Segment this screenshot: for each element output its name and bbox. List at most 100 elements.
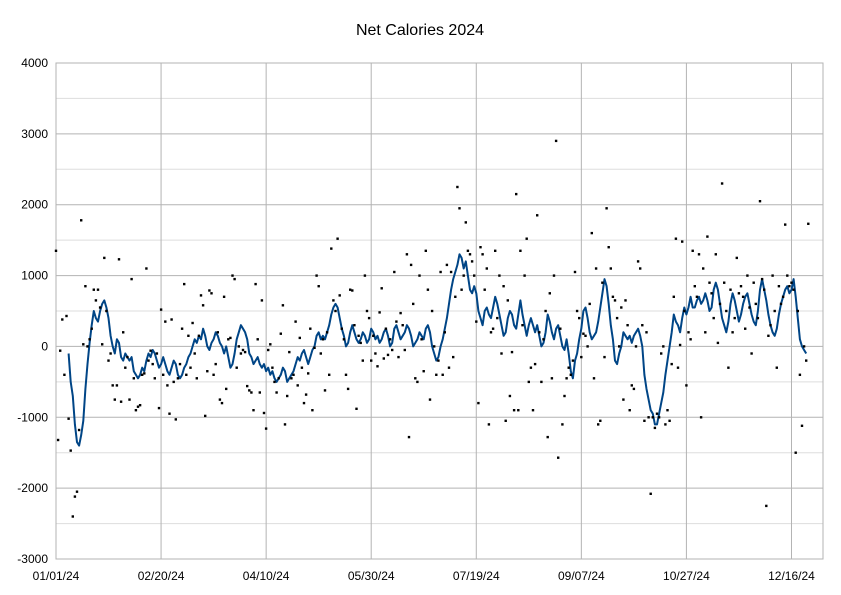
daily-value-point [668, 419, 671, 422]
daily-value-point [727, 366, 730, 369]
daily-value-point [473, 274, 476, 277]
daily-value-point [254, 282, 257, 286]
daily-value-point [605, 207, 608, 210]
daily-value-point [107, 359, 110, 362]
y-tick-label: -1000 [17, 410, 48, 424]
daily-value-point [443, 331, 446, 334]
daily-value-point [603, 355, 606, 359]
daily-value-point [496, 316, 499, 320]
daily-value-point [485, 267, 488, 270]
daily-value-point [367, 316, 371, 320]
daily-value-point [201, 304, 205, 307]
daily-value-point [210, 292, 213, 295]
daily-value-point [178, 362, 182, 366]
daily-value-point [321, 338, 325, 341]
daily-value-point [758, 200, 762, 203]
y-tick-label: -3000 [17, 552, 48, 566]
daily-value-point [561, 423, 564, 426]
daily-value-point [649, 492, 652, 495]
daily-value-point [660, 352, 663, 355]
daily-value-point [439, 270, 442, 274]
daily-value-point [176, 377, 180, 380]
daily-value-point [103, 256, 106, 260]
daily-value-point [693, 285, 696, 288]
x-tick-label: 10/27/24 [663, 569, 710, 583]
daily-value-point [712, 316, 715, 320]
daily-value-point [494, 249, 497, 252]
daily-value-point [315, 274, 318, 277]
daily-value-point [80, 219, 83, 222]
daily-value-point [607, 246, 610, 249]
daily-value-point [462, 274, 465, 277]
daily-value-point [243, 350, 247, 354]
daily-value-point [216, 331, 219, 334]
daily-value-point [641, 324, 644, 327]
daily-value-point [802, 345, 806, 348]
daily-value-point [351, 289, 354, 292]
daily-value-point [117, 258, 121, 261]
daily-value-point [515, 192, 518, 196]
daily-value-point [441, 373, 444, 376]
daily-value-point [180, 327, 184, 330]
daily-value-point [145, 267, 148, 270]
daily-value-point [204, 414, 207, 418]
daily-value-point [334, 309, 337, 313]
daily-value-point [628, 409, 631, 412]
daily-value-point [491, 327, 495, 330]
daily-value-point [666, 409, 669, 412]
daily-value-point [414, 377, 417, 380]
daily-value-point [506, 299, 509, 302]
daily-value-point [174, 418, 177, 421]
daily-value-point [349, 288, 352, 291]
daily-value-point [313, 346, 316, 349]
daily-value-point [380, 287, 383, 290]
daily-value-point [664, 423, 667, 426]
daily-value-point [212, 373, 215, 376]
daily-value-point [645, 331, 648, 334]
daily-value-point [563, 394, 566, 398]
daily-value-point [147, 359, 150, 362]
daily-value-point [59, 349, 62, 352]
daily-value-point [763, 288, 766, 291]
daily-value-point [166, 384, 169, 387]
daily-value-point [302, 401, 306, 405]
daily-value-point [222, 295, 226, 298]
daily-value-point [519, 249, 522, 252]
daily-value-point [77, 428, 81, 432]
daily-value-point [674, 237, 678, 240]
daily-value-point [342, 338, 346, 341]
daily-value-point [615, 316, 619, 320]
daily-value-point [470, 260, 474, 263]
daily-value-point [676, 366, 680, 369]
daily-value-point [113, 398, 116, 401]
daily-value-point [626, 324, 629, 327]
daily-value-point [685, 384, 688, 387]
daily-value-point [170, 318, 173, 321]
daily-value-point [231, 274, 234, 277]
daily-value-point [775, 366, 778, 369]
daily-value-point [412, 302, 415, 306]
daily-value-point [517, 409, 520, 412]
daily-value-point [681, 240, 684, 243]
daily-value-point [277, 377, 280, 380]
daily-value-point [647, 416, 650, 419]
daily-value-point [130, 277, 133, 281]
daily-value-point [500, 352, 503, 355]
daily-value-point [651, 416, 654, 419]
daily-value-point [536, 214, 539, 217]
daily-value-point [71, 515, 74, 518]
daily-value-point [126, 355, 129, 359]
daily-value-point [672, 295, 675, 298]
daily-value-point [695, 295, 699, 298]
daily-value-point [735, 256, 738, 260]
daily-value-point [578, 316, 581, 320]
daily-value-point [124, 366, 127, 369]
daily-value-point [706, 235, 709, 238]
daily-value-point [594, 267, 598, 270]
daily-value-point [613, 299, 617, 302]
daily-value-point [454, 295, 457, 298]
daily-value-point [374, 352, 377, 355]
daily-value-point [481, 253, 484, 256]
daily-value-point [134, 409, 138, 412]
